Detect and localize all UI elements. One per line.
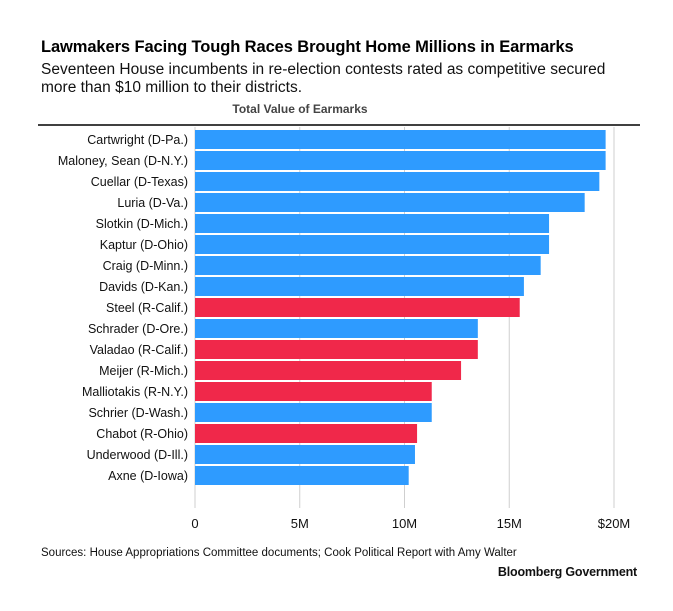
bars (195, 130, 606, 485)
bar (195, 466, 409, 485)
bar (195, 277, 524, 296)
category-label: Davids (D-Kan.) (99, 280, 188, 294)
category-labels: Cartwright (D-Pa.) Maloney, Sean (D-N.Y.)… (58, 133, 188, 483)
chart-title: Lawmakers Facing Tough Races Brought Hom… (41, 38, 574, 56)
bar (195, 340, 478, 359)
category-label: Chabot (R-Ohio) (96, 427, 188, 441)
bar (195, 193, 585, 212)
category-label: Steel (R-Calif.) (106, 301, 188, 315)
category-label: Valadao (R-Calif.) (90, 343, 188, 357)
bar (195, 214, 550, 233)
bar (195, 298, 520, 317)
category-label: Kaptur (D-Ohio) (100, 238, 188, 252)
category-label: Schrader (D-Ore.) (88, 322, 188, 336)
x-tick-label: 10M (392, 516, 417, 531)
axis-title: Total Value of Earmarks (232, 102, 367, 116)
category-label: Axne (D-Iowa) (108, 469, 188, 483)
category-label: Craig (D-Minn.) (103, 259, 188, 273)
bar (195, 445, 415, 464)
x-tick-labels: 0 5M 10M 15M $20M (191, 516, 630, 531)
category-label: Underwood (D-Ill.) (87, 448, 188, 462)
chart-subtitle: Seventeen House incumbents in re-electio… (41, 61, 606, 96)
category-label: Maloney, Sean (D-N.Y.) (58, 154, 188, 168)
category-label: Cartwright (D-Pa.) (87, 133, 188, 147)
bar (195, 424, 418, 443)
category-label: Luria (D-Va.) (117, 196, 188, 210)
x-tick-label: $20M (598, 516, 631, 531)
source-note: Sources: House Appropriations Committee … (41, 547, 517, 559)
bar (195, 403, 432, 422)
category-label: Meijer (R-Mich.) (99, 364, 188, 378)
x-tick-label: 5M (291, 516, 309, 531)
bar (195, 319, 478, 338)
x-tick-label: 0 (191, 516, 198, 531)
category-label: Malliotakis (R-N.Y.) (82, 385, 188, 399)
bar (195, 256, 541, 275)
brand-logo-text: Bloomberg Government (497, 565, 637, 579)
x-tick-label: 15M (497, 516, 522, 531)
bar (195, 151, 606, 170)
bar (195, 361, 462, 380)
bar (195, 382, 432, 401)
category-label: Schrier (D-Wash.) (88, 406, 188, 420)
bar (195, 235, 550, 254)
category-label: Slotkin (D-Mich.) (96, 217, 188, 231)
bar (195, 130, 606, 149)
bar (195, 172, 600, 191)
category-label: Cuellar (D-Texas) (91, 175, 188, 189)
